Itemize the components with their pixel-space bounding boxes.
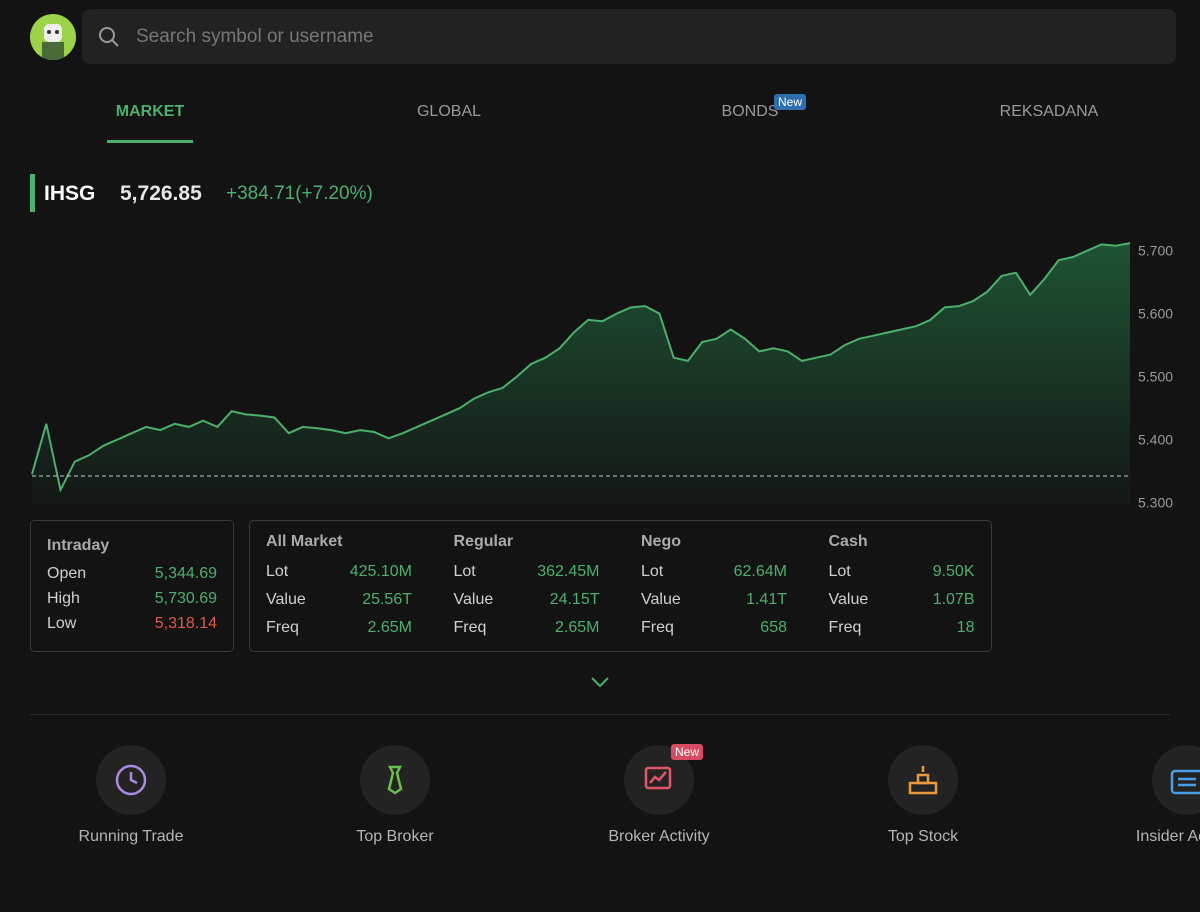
menu-icon[interactable]: [888, 745, 958, 815]
stat-value: 5,318.14: [154, 615, 217, 632]
stat-label: Value: [828, 591, 869, 608]
icon-glyph: [644, 766, 672, 790]
column-title: Regular: [453, 533, 514, 550]
expand-chevron[interactable]: [590, 675, 610, 689]
tab[interactable]: MARKET: [115, 103, 185, 120]
search-placeholder: Search symbol or username: [136, 26, 374, 47]
tab[interactable]: REKSADANA: [999, 103, 1099, 120]
avatar-icon: [42, 24, 64, 60]
stat-label: Lot: [266, 563, 289, 580]
index-chart: 5.300 5.400 5.500 5.600 5.700: [31, 242, 1173, 510]
market-box: All Market Lot 425.10M Value 25.56T Freq 2.65M…: [249, 520, 992, 652]
area-fill: [32, 243, 1130, 505]
stat-label: High: [47, 590, 80, 607]
separator: [30, 714, 1170, 715]
tab[interactable]: BONDS: [721, 103, 779, 120]
stat-value: 5,730.69: [154, 590, 217, 607]
column-title: All Market: [266, 533, 343, 550]
menu-label[interactable]: Top Broker: [356, 828, 434, 845]
stat-label: Open: [47, 565, 87, 582]
y-tick-label: 5.700: [1138, 243, 1173, 259]
stat-label: Value: [641, 591, 681, 608]
search-icon: [99, 27, 119, 47]
stat-value: 9.50K: [932, 563, 975, 580]
stat-label: Lot: [641, 563, 664, 580]
stat-label: Freq: [641, 619, 674, 636]
intraday-box: Intraday Open 5,344.69 High 5,730.69 Low 5,31…: [30, 520, 234, 652]
menu-label[interactable]: Insider Activity: [1135, 828, 1200, 845]
index-name: IHSG: [44, 182, 96, 205]
stat-label: Freq: [828, 619, 862, 636]
stat-label: Lot: [453, 563, 476, 580]
stat-value: 24.15T: [549, 591, 600, 608]
stat-value: 425.10M: [349, 563, 412, 580]
new-badge: New: [774, 94, 807, 110]
y-tick-label: 5.400: [1138, 432, 1173, 448]
index-change: +384.71(+7.20%): [226, 183, 373, 204]
icon-glyph: [1170, 769, 1200, 795]
icon-glyph: [908, 766, 938, 795]
stat-label: Freq: [453, 619, 487, 636]
stat-value: 25.56T: [362, 591, 412, 608]
stat-label: Lot: [828, 563, 851, 580]
tab-indicator: [107, 140, 193, 143]
avatar[interactable]: [30, 14, 76, 60]
menu-label[interactable]: Running Trade: [78, 828, 184, 845]
y-tick-label: 5.600: [1138, 306, 1173, 322]
tab[interactable]: GLOBAL: [416, 103, 482, 120]
menu-icon[interactable]: [360, 745, 430, 815]
stat-value: 18: [956, 619, 975, 636]
menu-label[interactable]: Broker Activity: [608, 828, 710, 845]
stat-value: 1.07B: [932, 591, 975, 608]
stat-value: 2.65M: [555, 619, 600, 636]
stat-value: 62.64M: [733, 563, 787, 580]
line: [31, 242, 1131, 493]
new-badge: New: [671, 744, 704, 760]
icon-glyph: [115, 764, 147, 796]
column-title: Cash: [828, 533, 868, 550]
index-marker: [30, 174, 35, 212]
stat-label: Freq: [266, 619, 299, 636]
y-tick-label: 5.300: [1138, 494, 1173, 510]
stat-value: 1.41T: [746, 591, 787, 608]
box-title: Intraday: [47, 537, 110, 554]
menu-label[interactable]: Top Stock: [887, 828, 959, 845]
menu-icon[interactable]: [96, 745, 166, 815]
stat-label: Value: [266, 591, 306, 608]
menu-icon[interactable]: [1152, 745, 1200, 815]
stat-value: 658: [760, 619, 787, 636]
icon-glyph: [387, 765, 403, 795]
y-tick-label: 5.500: [1138, 369, 1173, 385]
stat-value: 362.45M: [537, 563, 600, 580]
column-title: Nego: [641, 533, 681, 550]
stat-value: 5,344.69: [154, 565, 217, 582]
stat-label: Value: [453, 591, 494, 608]
stat-value: 2.65M: [367, 619, 412, 636]
stat-label: Low: [47, 615, 77, 632]
search-bar[interactable]: Search symbol or username: [82, 9, 1176, 64]
index-value: 5,726.85: [120, 182, 202, 205]
